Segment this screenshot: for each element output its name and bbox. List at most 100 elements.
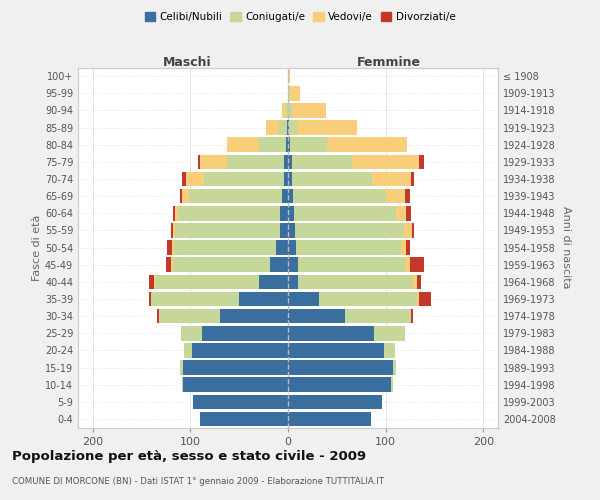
Bar: [227, 138, 259, 152]
Bar: [292, 154, 352, 169]
Bar: [282, 103, 286, 118]
Bar: [410, 258, 424, 272]
Text: Popolazione per età, sesso e stato civile - 2009: Popolazione per età, sesso e stato civil…: [12, 450, 366, 463]
Bar: [284, 154, 288, 169]
Bar: [220, 309, 288, 324]
Bar: [290, 138, 327, 152]
Bar: [288, 394, 382, 409]
Bar: [157, 309, 159, 324]
Bar: [173, 258, 271, 272]
Bar: [294, 206, 397, 220]
Bar: [288, 138, 290, 152]
Bar: [288, 103, 292, 118]
Bar: [406, 206, 411, 220]
Bar: [166, 258, 171, 272]
Bar: [173, 206, 175, 220]
Bar: [405, 189, 410, 204]
Bar: [280, 206, 288, 220]
Bar: [288, 292, 319, 306]
Bar: [181, 326, 202, 340]
Bar: [413, 274, 417, 289]
Bar: [175, 223, 280, 238]
Bar: [417, 274, 421, 289]
Bar: [159, 309, 220, 324]
Bar: [259, 138, 286, 152]
Bar: [288, 326, 374, 340]
Bar: [286, 103, 288, 118]
Bar: [190, 189, 282, 204]
Bar: [411, 309, 413, 324]
Bar: [179, 189, 182, 204]
Bar: [156, 274, 259, 289]
Bar: [149, 274, 154, 289]
Bar: [397, 206, 406, 220]
Bar: [284, 172, 288, 186]
Bar: [288, 274, 298, 289]
Bar: [178, 206, 280, 220]
Bar: [290, 86, 300, 101]
Bar: [288, 69, 290, 84]
Bar: [372, 172, 411, 186]
Bar: [182, 172, 187, 186]
Bar: [182, 378, 184, 392]
Bar: [204, 172, 284, 186]
Bar: [319, 292, 417, 306]
Bar: [288, 309, 344, 324]
Bar: [286, 138, 288, 152]
Bar: [295, 223, 404, 238]
Bar: [298, 274, 413, 289]
Bar: [288, 223, 295, 238]
Bar: [405, 258, 410, 272]
Bar: [287, 120, 288, 135]
Bar: [412, 223, 414, 238]
Bar: [271, 258, 288, 272]
Bar: [193, 394, 288, 409]
Bar: [406, 240, 410, 255]
Bar: [417, 292, 419, 306]
Bar: [171, 223, 173, 238]
Bar: [288, 86, 290, 101]
Bar: [288, 189, 293, 204]
Bar: [192, 343, 288, 357]
Bar: [293, 189, 386, 204]
Bar: [173, 223, 175, 238]
Bar: [182, 189, 190, 204]
Text: COMUNE DI MORCONE (BN) - Dati ISTAT 1° gennaio 2009 - Elaborazione TUTTITALIA.IT: COMUNE DI MORCONE (BN) - Dati ISTAT 1° g…: [12, 478, 384, 486]
Bar: [182, 360, 288, 375]
Bar: [200, 154, 227, 169]
Bar: [344, 309, 411, 324]
Bar: [292, 172, 372, 186]
Bar: [292, 103, 326, 118]
Bar: [289, 120, 297, 135]
Bar: [200, 412, 288, 426]
Bar: [151, 292, 239, 306]
Bar: [288, 206, 294, 220]
Bar: [296, 240, 401, 255]
Bar: [298, 258, 405, 272]
Bar: [288, 360, 392, 375]
Bar: [327, 138, 407, 152]
Bar: [239, 292, 288, 306]
Bar: [419, 154, 424, 169]
Bar: [288, 378, 391, 392]
Bar: [171, 258, 173, 272]
Bar: [227, 154, 284, 169]
Bar: [259, 274, 288, 289]
Bar: [184, 378, 288, 392]
Bar: [288, 258, 298, 272]
Bar: [288, 154, 292, 169]
Bar: [288, 120, 289, 135]
Bar: [279, 120, 287, 135]
Bar: [401, 240, 406, 255]
Bar: [404, 223, 412, 238]
Bar: [154, 274, 156, 289]
Bar: [184, 343, 192, 357]
Bar: [392, 360, 397, 375]
Bar: [276, 240, 288, 255]
Bar: [411, 172, 414, 186]
Bar: [149, 292, 151, 306]
Bar: [297, 120, 358, 135]
Bar: [187, 172, 204, 186]
Bar: [386, 189, 405, 204]
Bar: [179, 360, 182, 375]
